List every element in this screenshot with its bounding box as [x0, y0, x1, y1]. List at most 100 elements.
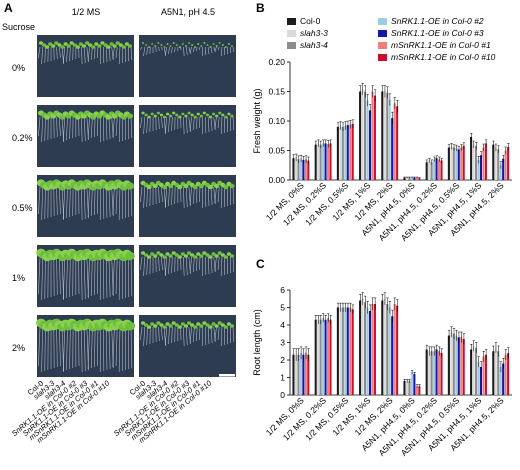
- bar: [497, 149, 500, 180]
- seedling-leaf: [143, 323, 149, 327]
- root: [90, 326, 93, 369]
- root: [217, 326, 220, 341]
- bar: [396, 106, 399, 180]
- seedling-leaf: [187, 111, 191, 115]
- seedling-leaf: [205, 253, 210, 257]
- seedling-leaf: [207, 184, 214, 190]
- bar: [339, 307, 342, 395]
- bar: [502, 363, 505, 395]
- root: [38, 256, 41, 295]
- root: [56, 186, 58, 216]
- root: [232, 326, 235, 343]
- panel-letter-a: A: [4, 1, 13, 15]
- seedling-leaf: [183, 324, 189, 328]
- seedling-leaf: [41, 43, 47, 47]
- root: [210, 186, 213, 206]
- root: [90, 256, 93, 297]
- bar: [299, 353, 302, 395]
- seedling-leaf: [150, 252, 155, 256]
- root: [192, 46, 195, 53]
- root: [210, 116, 213, 132]
- y-axis-label: Fresh weight (g): [252, 88, 262, 153]
- seedling-leaf: [165, 252, 170, 256]
- bar: [314, 144, 317, 180]
- root: [210, 46, 213, 54]
- root: [168, 186, 170, 207]
- y-tick-label: 6: [280, 285, 285, 295]
- seedling-leaf: [206, 44, 209, 46]
- bar: [319, 319, 322, 395]
- seedling-leaf: [227, 112, 231, 116]
- root: [38, 46, 41, 59]
- root: [232, 186, 235, 205]
- bar: [361, 298, 364, 395]
- seedling-leaf: [172, 111, 176, 115]
- seedling-photo-ms: [37, 105, 134, 167]
- seedling-leaf: [215, 45, 218, 47]
- root: [81, 186, 83, 221]
- root: [146, 46, 148, 56]
- root: [81, 116, 83, 143]
- seedling-leaf: [214, 183, 220, 189]
- bar: [371, 304, 374, 395]
- seedling-leaf: [217, 321, 222, 325]
- seedling-leaf: [147, 255, 152, 259]
- root: [44, 186, 46, 220]
- bar: [470, 136, 473, 180]
- root: [130, 326, 133, 369]
- root: [185, 256, 188, 276]
- y-tick-label: 3: [280, 338, 285, 348]
- seedling-leaf: [175, 113, 179, 117]
- root: [140, 186, 143, 203]
- seedling-leaf: [174, 323, 179, 327]
- root: [41, 46, 44, 65]
- bar: [322, 318, 325, 395]
- bar: [460, 147, 463, 180]
- root: [83, 116, 86, 142]
- bar: [405, 381, 408, 395]
- seedling-leaf: [198, 183, 204, 189]
- root: [168, 256, 170, 275]
- bar: [499, 165, 502, 180]
- seedling-leaf: [161, 184, 168, 190]
- seedling-leaf: [202, 111, 206, 115]
- legend-swatch: [287, 30, 296, 37]
- bar: [368, 110, 372, 180]
- root: [94, 326, 96, 368]
- seedling-leaf: [127, 113, 133, 119]
- root: [118, 186, 121, 221]
- root: [183, 186, 185, 209]
- bar: [373, 95, 376, 180]
- seedling-leaf: [181, 112, 185, 116]
- seedling-leaf: [159, 323, 164, 327]
- bar: [341, 126, 344, 180]
- seedling-leaf: [212, 43, 215, 45]
- root: [217, 116, 220, 129]
- root: [168, 46, 170, 55]
- bar: [336, 307, 339, 395]
- root: [41, 256, 44, 301]
- root: [59, 46, 61, 59]
- seedling-leaf: [54, 41, 59, 45]
- bar: [361, 89, 364, 180]
- seedling-leaf: [124, 321, 136, 331]
- seedling-leaf: [91, 45, 96, 49]
- seedling-leaf: [172, 42, 175, 44]
- seedling-leaf: [199, 254, 204, 258]
- seedling-leaf: [160, 44, 163, 46]
- root: [207, 256, 210, 275]
- seedling-leaf: [221, 44, 224, 46]
- seedling-leaf: [203, 42, 206, 44]
- seedling-photo-a5n1: [139, 105, 236, 167]
- root: [189, 116, 192, 132]
- bar: [304, 353, 307, 395]
- bar: [413, 177, 416, 180]
- bar: [438, 159, 441, 180]
- bar: [425, 162, 428, 180]
- root: [66, 326, 68, 371]
- root: [207, 46, 210, 55]
- bar: [482, 356, 485, 395]
- root: [90, 116, 93, 139]
- seedling-leaf: [152, 183, 158, 189]
- root: [87, 186, 90, 218]
